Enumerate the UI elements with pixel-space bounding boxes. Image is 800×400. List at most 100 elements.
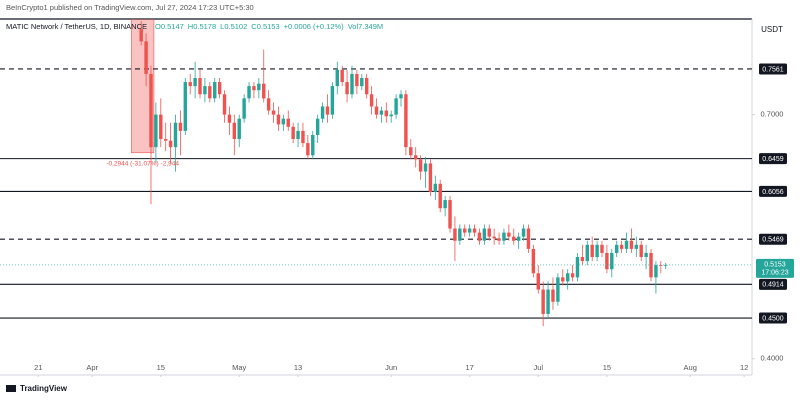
candle-body xyxy=(384,110,389,117)
candle-body xyxy=(487,228,491,237)
candle-body xyxy=(217,82,222,95)
candle-body xyxy=(188,82,192,87)
level-label-box xyxy=(759,63,787,75)
candle-body xyxy=(448,200,452,229)
candle-body xyxy=(458,228,462,241)
level-label: 0.7561 xyxy=(762,66,784,73)
candle-body xyxy=(595,244,599,258)
candle-body xyxy=(360,77,364,87)
candle-body xyxy=(281,118,286,125)
plot-area xyxy=(0,19,752,327)
candle-body xyxy=(659,265,663,266)
x-tick-label: May xyxy=(232,363,246,372)
candle-body xyxy=(624,240,629,249)
candle-body xyxy=(311,134,315,156)
candle-body xyxy=(497,238,501,241)
candle-body xyxy=(139,29,143,42)
currency: USDT xyxy=(761,25,783,34)
candle-body xyxy=(394,98,398,115)
candle-body xyxy=(531,248,536,274)
level-label: 0.4914 xyxy=(762,282,784,289)
candle-body xyxy=(183,82,188,131)
y-tick-label: 0.4000 xyxy=(761,354,784,363)
candle-body xyxy=(580,257,585,262)
candle-body xyxy=(428,163,433,192)
candle-body xyxy=(252,86,256,91)
candle-body xyxy=(467,228,472,233)
candle-body xyxy=(247,86,251,99)
candle-body xyxy=(639,244,643,258)
candle-body xyxy=(590,244,594,258)
candle-body xyxy=(654,265,658,278)
candle-body xyxy=(492,236,496,239)
candle-body xyxy=(389,114,393,117)
candle-body xyxy=(413,155,418,160)
candle-body xyxy=(521,228,526,237)
candle-body xyxy=(320,106,325,119)
candle-body xyxy=(364,77,369,95)
candle-body xyxy=(409,147,413,156)
candle-body xyxy=(644,252,648,258)
level-label-box xyxy=(759,312,787,324)
candle-body xyxy=(556,277,560,302)
level-label: 0.6459 xyxy=(762,156,784,163)
candle-body xyxy=(340,69,344,83)
level-label-box xyxy=(759,153,787,165)
candle-body xyxy=(438,183,442,209)
candle-body xyxy=(291,126,295,140)
candle-body xyxy=(561,277,565,282)
candle-body xyxy=(159,114,163,140)
footer-logo: TradingView xyxy=(6,384,68,393)
candle-body xyxy=(619,244,624,249)
footer-brand: TradingView xyxy=(20,384,68,393)
x-tick-label: Jun xyxy=(385,363,397,372)
legend-ohlc: +0.0006 (+0.12%) xyxy=(284,22,345,31)
legend: MATIC Network / TetherUS, 1D, BINANCE O0.… xyxy=(6,22,383,31)
candle-body xyxy=(266,98,271,111)
candle-body xyxy=(262,83,266,99)
candle-body xyxy=(507,232,511,237)
candle-body xyxy=(227,114,232,123)
candle-body xyxy=(257,83,261,91)
candle-body xyxy=(379,110,384,115)
candle-body xyxy=(369,94,374,107)
candle-body xyxy=(634,244,639,249)
candle-body xyxy=(163,139,168,141)
last-price-box xyxy=(756,258,794,278)
candle-body xyxy=(149,73,153,148)
candle-body xyxy=(516,236,521,241)
candle-body xyxy=(575,257,580,278)
candle-body xyxy=(315,118,320,135)
candle-body xyxy=(237,118,241,140)
candle-body xyxy=(418,159,423,172)
candle-body xyxy=(463,228,467,233)
candle-body xyxy=(453,228,457,241)
candle-body xyxy=(213,82,217,99)
candle-body xyxy=(208,86,212,99)
candle-body xyxy=(502,232,506,241)
candle-body xyxy=(178,122,183,131)
candle-body xyxy=(286,118,290,127)
candle-body xyxy=(345,82,349,95)
x-tick-label: Aug xyxy=(684,363,697,372)
candle-body xyxy=(325,106,330,115)
x-tick-label: 12 xyxy=(740,363,748,372)
candle-body xyxy=(423,163,428,172)
candle-body xyxy=(664,264,668,266)
candle-body xyxy=(271,110,276,115)
x-tick-label: 17 xyxy=(465,363,473,372)
candle-body xyxy=(482,228,487,241)
candle-body xyxy=(193,77,197,87)
candle-body xyxy=(472,228,477,233)
candle-body xyxy=(443,200,447,209)
legend-ohlc: O0.5147 xyxy=(155,22,184,31)
candle-body xyxy=(433,183,438,192)
candle-body xyxy=(512,236,516,241)
countdown: 17:06:23 xyxy=(761,270,788,277)
y-tick-label: 0.7000 xyxy=(761,110,784,119)
candle-body xyxy=(565,273,570,282)
candle-body xyxy=(374,106,379,115)
candle-body xyxy=(536,273,540,290)
candle-body xyxy=(154,114,158,148)
